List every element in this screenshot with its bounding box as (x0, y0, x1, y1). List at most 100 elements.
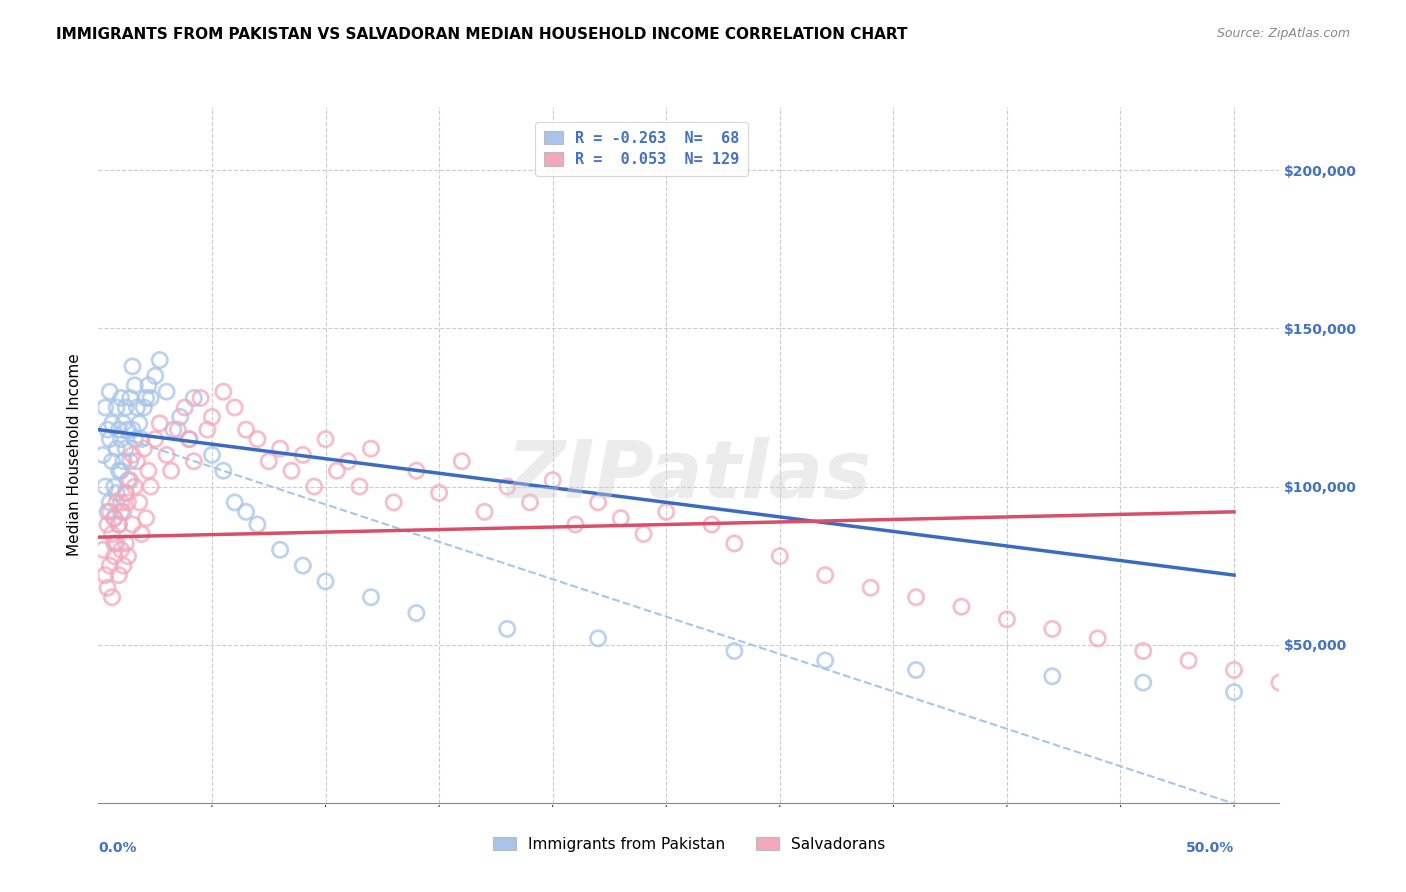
Point (337, 454, 360, 468)
Point (382, 495, 405, 509)
Point (564, 517, 586, 532)
Point (112, 454, 135, 468)
Point (101, 417, 124, 431)
Point (155, 384, 177, 399)
Point (110, 542, 132, 557)
Point (633, 527, 655, 541)
Point (101, 527, 124, 541)
Point (128, 417, 150, 431)
Point (519, 495, 541, 509)
Point (246, 517, 269, 532)
Point (905, 591, 928, 605)
Point (814, 653, 837, 667)
Point (162, 423, 184, 437)
Point (183, 391, 205, 405)
Point (132, 442, 155, 456)
Point (723, 536, 745, 550)
Point (349, 479, 371, 493)
Point (120, 473, 142, 487)
Point (117, 473, 139, 487)
Point (769, 549, 792, 563)
Point (108, 423, 131, 437)
Point (586, 495, 609, 509)
Point (101, 454, 124, 468)
Point (155, 448, 177, 462)
Point (905, 663, 928, 677)
Point (98, 505, 121, 519)
Point (143, 368, 166, 383)
Point (94, 568, 117, 582)
Point (235, 423, 257, 437)
Point (315, 432, 337, 446)
Point (135, 391, 157, 405)
Point (135, 511, 157, 525)
Point (1405, 707, 1406, 722)
Point (1223, 685, 1246, 699)
Point (108, 517, 131, 532)
Point (269, 542, 291, 557)
Point (201, 448, 224, 462)
Point (91, 448, 114, 462)
Point (105, 442, 128, 456)
Y-axis label: Median Household Income: Median Household Income (67, 353, 83, 557)
Point (117, 423, 139, 437)
Point (121, 423, 143, 437)
Point (94, 479, 117, 493)
Point (112, 558, 135, 573)
Point (1087, 632, 1109, 646)
Point (995, 612, 1018, 626)
Point (103, 479, 125, 493)
Point (610, 511, 633, 525)
Point (125, 401, 148, 415)
Point (179, 432, 201, 446)
Point (302, 479, 325, 493)
Point (110, 495, 132, 509)
Point (124, 432, 146, 446)
Point (131, 527, 153, 541)
Point (139, 479, 162, 493)
Point (212, 384, 235, 399)
Point (112, 417, 135, 431)
Point (1223, 663, 1246, 677)
Point (183, 454, 205, 468)
Point (143, 432, 166, 446)
Point (103, 536, 125, 550)
Point (131, 432, 153, 446)
Point (108, 464, 131, 478)
Point (1040, 622, 1063, 636)
Point (110, 464, 132, 478)
Point (257, 454, 280, 468)
Point (190, 391, 212, 405)
Point (139, 391, 162, 405)
Point (110, 432, 132, 446)
Point (124, 378, 146, 392)
Point (326, 464, 349, 478)
Point (114, 486, 136, 500)
Point (96, 517, 118, 532)
Point (405, 606, 427, 620)
Point (315, 574, 337, 589)
Point (224, 401, 246, 415)
Text: Source: ZipAtlas.com: Source: ZipAtlas.com (1216, 27, 1350, 40)
Point (117, 549, 139, 563)
Point (121, 359, 143, 374)
Text: IMMIGRANTS FROM PAKISTAN VS SALVADORAN MEDIAN HOUSEHOLD INCOME CORRELATION CHART: IMMIGRANTS FROM PAKISTAN VS SALVADORAN M… (56, 27, 908, 42)
Point (586, 632, 609, 646)
Point (110, 391, 132, 405)
Point (96, 581, 118, 595)
Point (950, 599, 973, 614)
Point (496, 479, 519, 493)
Point (105, 401, 128, 415)
Point (246, 432, 269, 446)
Point (1132, 644, 1154, 658)
Point (105, 486, 128, 500)
Point (124, 479, 146, 493)
Point (201, 409, 224, 424)
Point (103, 511, 125, 525)
Point (120, 454, 142, 468)
Point (98, 384, 121, 399)
Point (1132, 675, 1154, 690)
Point (114, 401, 136, 415)
Point (212, 464, 235, 478)
Legend: Immigrants from Pakistan, Salvadorans: Immigrants from Pakistan, Salvadorans (486, 830, 891, 858)
